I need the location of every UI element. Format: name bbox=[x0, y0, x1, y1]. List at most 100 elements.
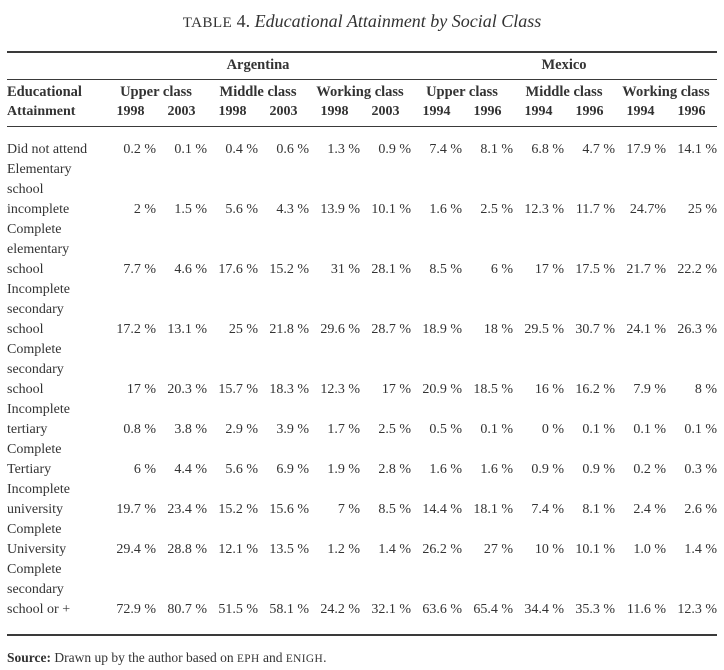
value-cell: 18.3 % bbox=[269, 382, 309, 397]
value-cell: 0.1 % bbox=[633, 422, 666, 437]
table-title-number: 4. bbox=[236, 11, 251, 31]
table-row: Incomplete secondary school 17.2 % 13.1 % 2… bbox=[7, 280, 717, 340]
value-cell: 19.7 % bbox=[116, 502, 156, 517]
table-row: Complete University 29.4 % 28.8 % 12.1 % 13.… bbox=[7, 520, 717, 560]
value-cell: 24.1 % bbox=[626, 322, 666, 337]
value-cell: 31 % bbox=[330, 262, 360, 277]
value-cell: 0.1 % bbox=[480, 422, 513, 437]
value-cell: 0.9 % bbox=[582, 462, 615, 477]
value-cell: 10 % bbox=[534, 542, 564, 557]
table-row: Incomplete university 19.7 % 23.4 % 15.2 % 1… bbox=[7, 480, 717, 520]
value-cell: 12.3 % bbox=[524, 202, 564, 217]
value-cell: 65.4 % bbox=[473, 602, 513, 617]
row-label: Complete secondary school or + bbox=[7, 562, 71, 617]
table-row: Complete secondary school or + 72.9 % 80.7… bbox=[7, 560, 717, 635]
value-cell: 0.4 % bbox=[225, 142, 258, 157]
table-title-word: TABLE bbox=[182, 15, 233, 31]
value-cell: 0.5 % bbox=[429, 422, 462, 437]
value-cell: 10.1 % bbox=[371, 202, 411, 217]
value-cell: 7.7 % bbox=[123, 262, 156, 277]
value-cell: 1.0 % bbox=[633, 542, 666, 557]
class-header-arg-upper: Upper class bbox=[120, 84, 192, 100]
value-cell: 20.9 % bbox=[422, 382, 462, 397]
value-cell: 14.1 % bbox=[677, 142, 717, 157]
value-cell: 2.4 % bbox=[633, 502, 666, 517]
value-cell: 21.7 % bbox=[626, 262, 666, 277]
country-header-spacer bbox=[7, 52, 105, 80]
value-cell: 7.4 % bbox=[531, 502, 564, 517]
value-cell: 32.1 % bbox=[371, 602, 411, 617]
value-cell: 17.2 % bbox=[116, 322, 156, 337]
value-cell: 11.6 % bbox=[626, 602, 666, 617]
class-header-mex-upper: Upper class bbox=[426, 84, 498, 100]
row-header-line1: Educational bbox=[7, 84, 82, 100]
source-note: Source: Drawn up by the author based on … bbox=[7, 649, 717, 668]
value-cell: 2.6 % bbox=[684, 502, 717, 517]
table-row: Complete secondary school 17 % 20.3 % 15.7 … bbox=[7, 340, 717, 400]
value-cell: 1.2 % bbox=[327, 542, 360, 557]
year-header: 1994 bbox=[513, 102, 564, 127]
value-cell: 0.9 % bbox=[531, 462, 564, 477]
table-title-caption: Educational Attainment by Social Class bbox=[254, 11, 542, 31]
value-cell: 1.7 % bbox=[327, 422, 360, 437]
value-cell: 12.1 % bbox=[218, 542, 258, 557]
value-cell: 3.9 % bbox=[276, 422, 309, 437]
year-header: 1996 bbox=[564, 102, 615, 127]
value-cell: 17 % bbox=[381, 382, 411, 397]
value-cell: 3.8 % bbox=[174, 422, 207, 437]
value-cell: 18.9 % bbox=[422, 322, 462, 337]
year-header: 2003 bbox=[360, 102, 411, 127]
value-cell: 29.5 % bbox=[524, 322, 564, 337]
year-header: 1998 bbox=[309, 102, 360, 127]
value-cell: 12.3 % bbox=[320, 382, 360, 397]
value-cell: 0.1 % bbox=[174, 142, 207, 157]
source-conjunction: and bbox=[262, 650, 283, 665]
value-cell: 8.5 % bbox=[378, 502, 411, 517]
value-cell: 1.6 % bbox=[429, 202, 462, 217]
year-header: 1998 bbox=[105, 102, 156, 127]
value-cell: 4.7 % bbox=[582, 142, 615, 157]
value-cell: 0.6 % bbox=[276, 142, 309, 157]
year-header: 2003 bbox=[156, 102, 207, 127]
value-cell: 12.3 % bbox=[677, 602, 717, 617]
value-cell: 8 % bbox=[694, 382, 717, 397]
value-cell: 16.2 % bbox=[575, 382, 615, 397]
source-label: Source: bbox=[7, 650, 51, 665]
value-cell: 0 % bbox=[541, 422, 564, 437]
value-cell: 18 % bbox=[483, 322, 513, 337]
value-cell: 29.6 % bbox=[320, 322, 360, 337]
value-cell: 13.5 % bbox=[269, 542, 309, 557]
row-label: Did not attend bbox=[7, 142, 88, 157]
value-cell: 15.6 % bbox=[269, 502, 309, 517]
year-header: 1994 bbox=[615, 102, 666, 127]
row-label: Incomplete secondary school bbox=[7, 282, 70, 337]
source-body: Drawn up by the author based on bbox=[54, 650, 234, 665]
value-cell: 21.8 % bbox=[269, 322, 309, 337]
class-header-arg-middle: Middle class bbox=[219, 84, 297, 100]
value-cell: 7.4 % bbox=[429, 142, 462, 157]
value-cell: 6 % bbox=[133, 462, 156, 477]
table-row: Elementary school incomplete 2 % 1.5 % 5.6 … bbox=[7, 160, 717, 220]
year-header: 2003 bbox=[258, 102, 309, 127]
value-cell: 18.5 % bbox=[473, 382, 513, 397]
value-cell: 25 % bbox=[228, 322, 258, 337]
row-label: Complete elementary school bbox=[7, 222, 70, 277]
value-cell: 7 % bbox=[337, 502, 360, 517]
value-cell: 10.1 % bbox=[575, 542, 615, 557]
class-header-mex-working: Working class bbox=[622, 84, 710, 100]
value-cell: 5.6 % bbox=[225, 202, 258, 217]
value-cell: 17.5 % bbox=[575, 262, 615, 277]
row-header-line2: Attainment bbox=[7, 102, 105, 127]
value-cell: 72.9 % bbox=[116, 602, 156, 617]
value-cell: 1.3 % bbox=[327, 142, 360, 157]
value-cell: 29.4 % bbox=[116, 542, 156, 557]
class-header-row: Educational Upper class Middle class Wor… bbox=[7, 80, 717, 103]
table-row: Complete elementary school 7.7 % 4.6 % 17.6… bbox=[7, 220, 717, 280]
country-header-argentina: Argentina bbox=[105, 52, 411, 80]
value-cell: 28.8 % bbox=[167, 542, 207, 557]
source-abbr-enigh: ENIGH bbox=[285, 653, 324, 665]
value-cell: 30.7 % bbox=[575, 322, 615, 337]
value-cell: 2.5 % bbox=[480, 202, 513, 217]
value-cell: 8.1 % bbox=[582, 502, 615, 517]
